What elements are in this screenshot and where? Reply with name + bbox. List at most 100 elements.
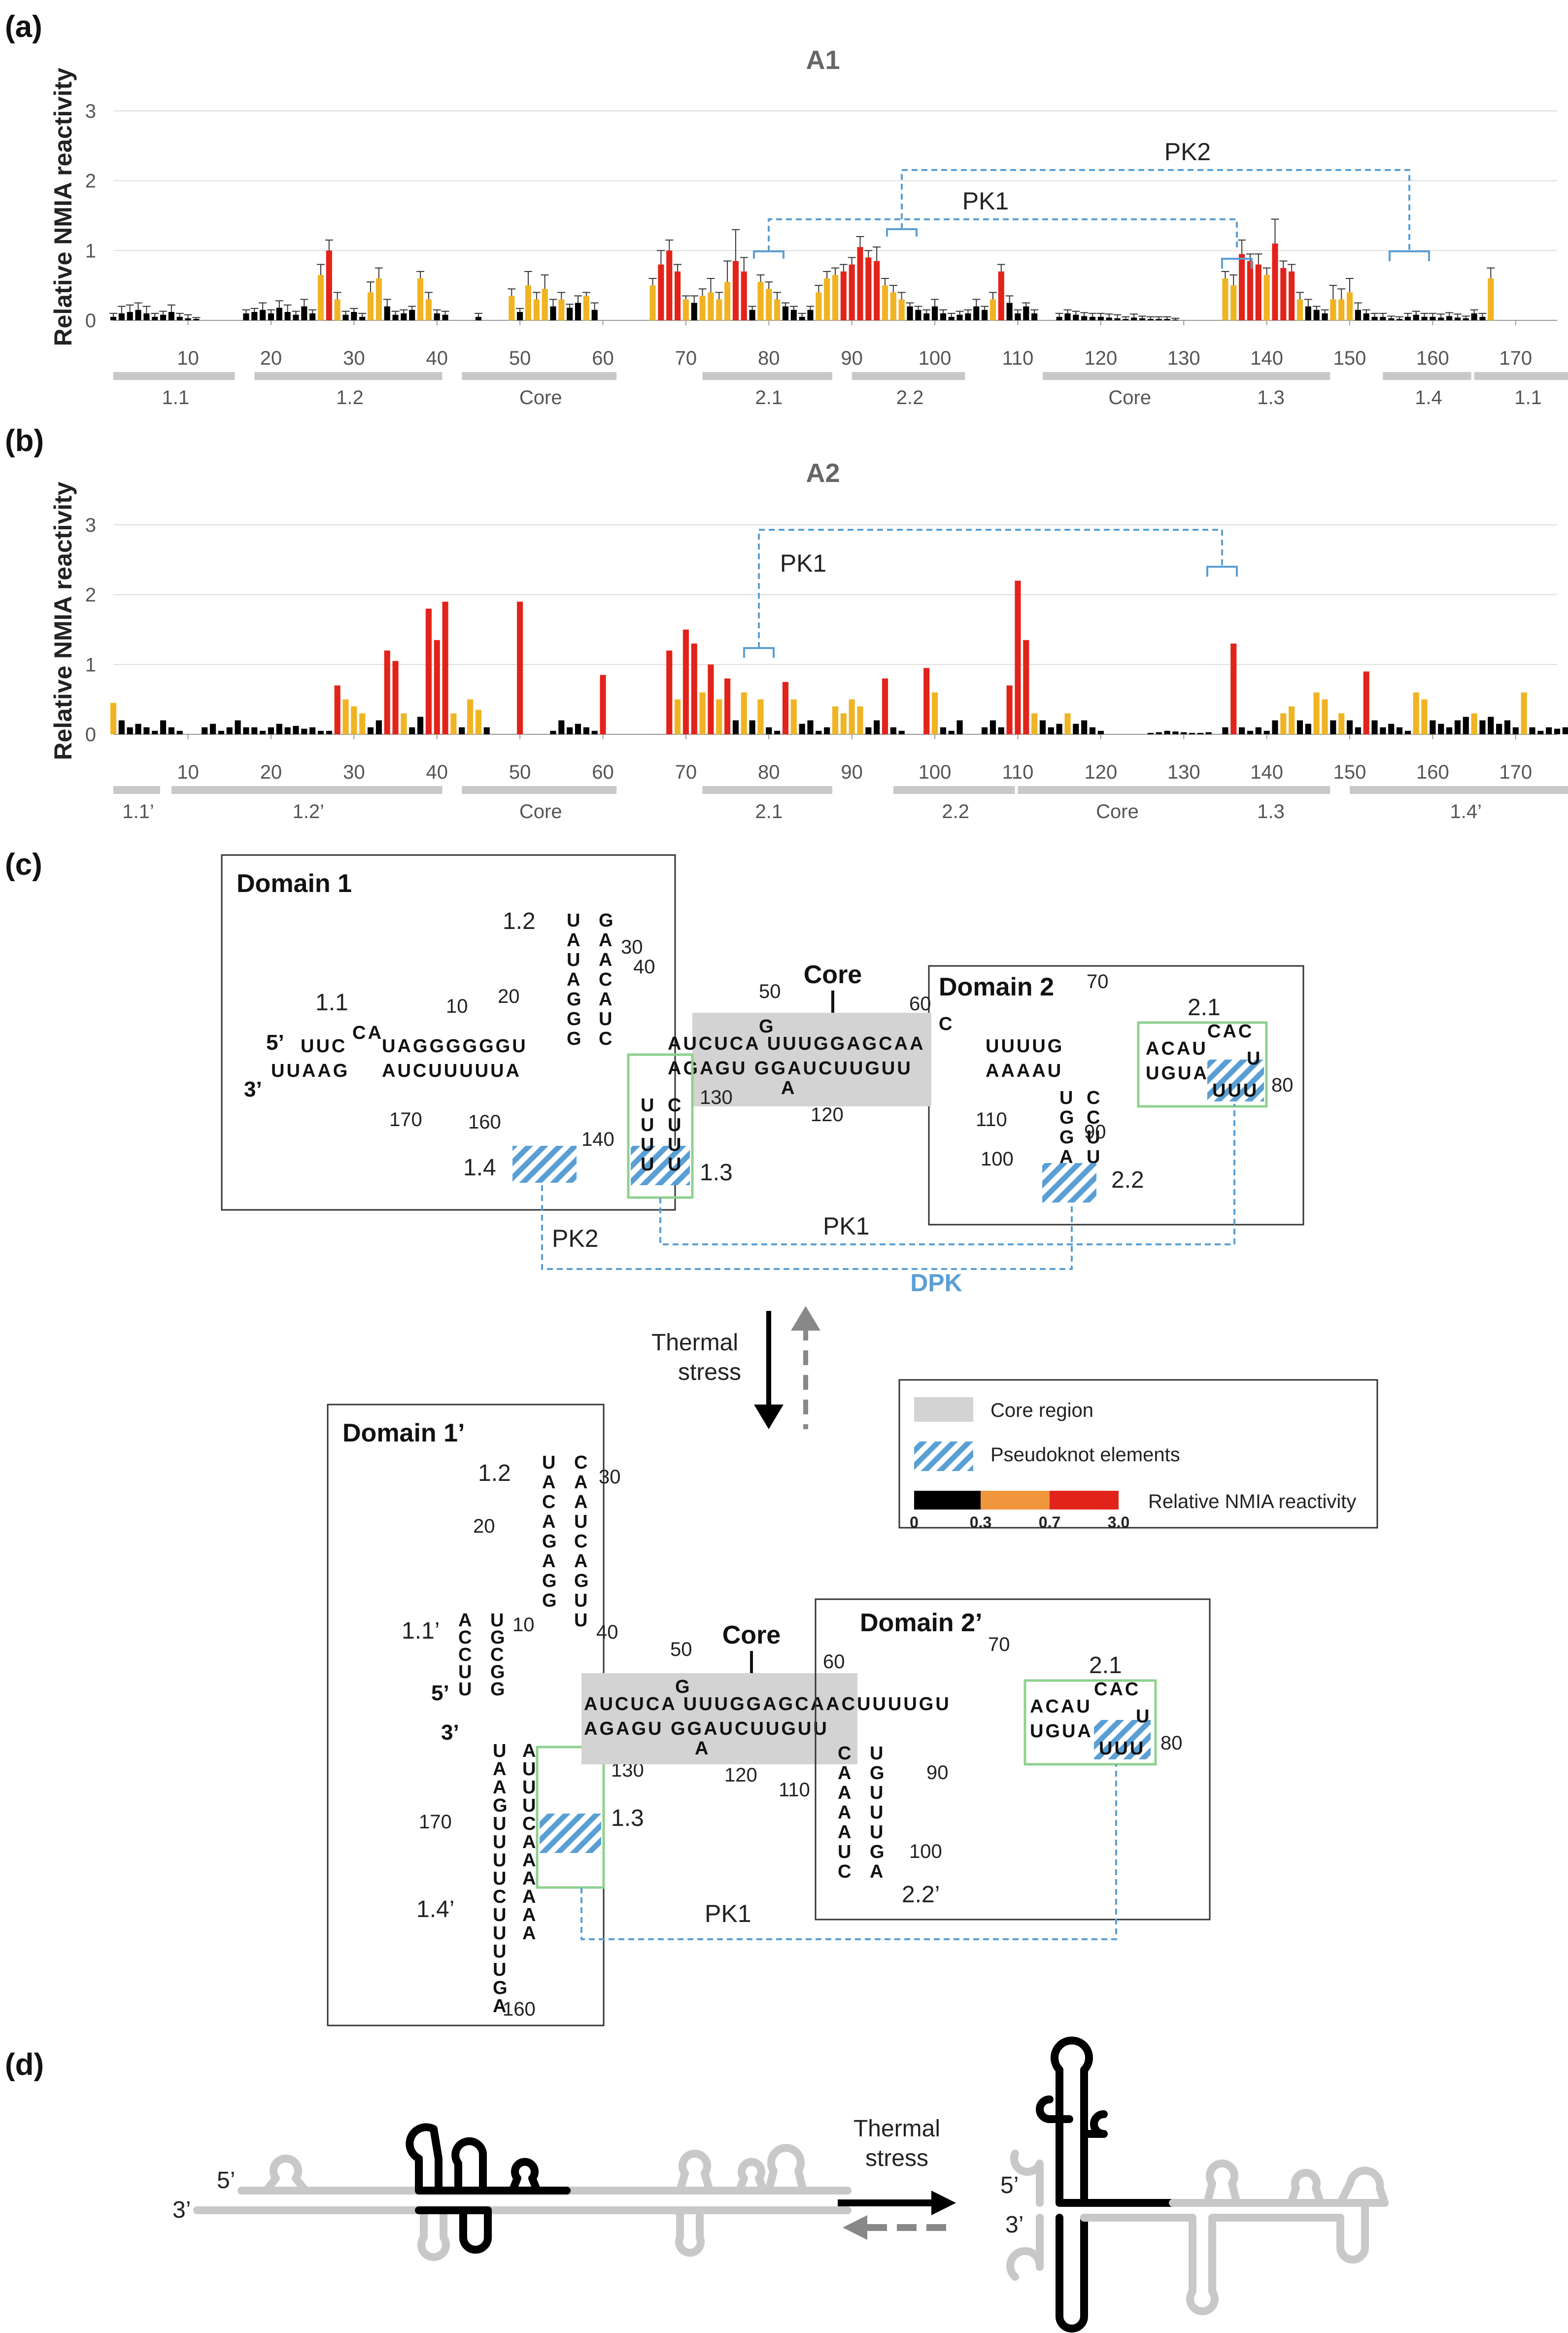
nucleotide: A	[522, 1905, 538, 1925]
chart-bar	[666, 651, 673, 734]
chart-bar	[1081, 720, 1088, 734]
nucleotide: A	[458, 1610, 474, 1631]
chart-bar	[1421, 699, 1428, 734]
chart-bar	[923, 313, 930, 320]
chart-bar	[1189, 733, 1195, 734]
chart-bar	[542, 289, 548, 320]
num-80-bot: 80	[1160, 1732, 1183, 1754]
helix-label-2-2p: 2.2’	[902, 1882, 940, 1908]
nucleotide: G	[599, 910, 615, 931]
chart-bar	[459, 727, 465, 734]
chart-bar	[1363, 671, 1369, 734]
chart-bar	[782, 306, 789, 320]
nucleotide: U	[458, 1679, 474, 1700]
chart-bar	[982, 309, 988, 320]
chart-region-bar	[113, 372, 235, 380]
domain2-label: Domain 2	[939, 973, 1054, 1001]
chart-bar	[982, 727, 988, 734]
chart-bar	[160, 314, 167, 320]
chart-region-label: Core	[1096, 801, 1139, 823]
num-50-top: 50	[759, 981, 781, 1002]
chart-bar	[749, 309, 755, 320]
chart-ytick-label: 2	[85, 171, 96, 192]
chart-bar	[1338, 713, 1345, 734]
nucleotide: G	[567, 1009, 583, 1029]
chart-bar	[1272, 243, 1278, 320]
chart-bar	[1139, 318, 1146, 320]
chart-bar	[1056, 316, 1062, 320]
chart-bar	[525, 285, 532, 320]
chart-bar	[1222, 727, 1228, 734]
chart-bar	[567, 308, 573, 320]
chart-bar	[1396, 727, 1403, 734]
chart-bar	[658, 264, 664, 320]
chart-bar	[915, 309, 921, 320]
chart-bar	[1006, 685, 1013, 734]
chart-region-bar	[702, 786, 832, 794]
chart-bar	[550, 730, 556, 734]
nucleotide: C	[522, 1814, 538, 1834]
chart-bar	[1048, 727, 1054, 734]
chart-bar	[425, 609, 432, 734]
chart-bar	[127, 312, 133, 320]
chart-b: 0 1 2 3 10 20 30 40 50 60 70 80 90 100 110 120 130 140 150…	[85, 515, 1568, 823]
chart-bar	[1064, 713, 1071, 734]
chart-bar	[409, 727, 415, 734]
chart-bar	[1181, 732, 1187, 734]
seq-core-top-bot: AUCUCA UUUGGAGCAACUUUUGU	[584, 1694, 951, 1715]
chart-ytick-label: 3	[85, 515, 96, 536]
chart-xtick-label: 110	[1002, 347, 1034, 369]
helix-2-1-box	[1137, 1021, 1268, 1108]
chart-a-pk2: PK2	[1164, 138, 1211, 166]
chart-bar	[276, 308, 282, 320]
chart-bar	[882, 285, 888, 320]
pk-hatch-2-1p	[1094, 1720, 1151, 1759]
num-30-top: 30	[621, 936, 643, 958]
chart-bar	[417, 717, 424, 734]
chart-bar	[392, 314, 399, 320]
chart-bar	[1438, 317, 1444, 320]
chart-bar	[724, 678, 731, 734]
helix-label-1-4p: 1.4’	[416, 1896, 454, 1922]
chart-bar	[1272, 720, 1278, 734]
chart-xtick-label: 100	[919, 761, 952, 783]
legend-orange	[981, 1491, 1050, 1510]
chart-region-label: 1.3	[1257, 387, 1285, 409]
dpk-label: DPK	[910, 1269, 962, 1297]
chart-bar	[816, 292, 822, 320]
chart-bar	[434, 313, 440, 320]
chart-bar	[475, 710, 481, 734]
chart-bar	[218, 730, 224, 734]
chart-region-bar	[171, 786, 443, 794]
chart-bar	[384, 651, 390, 734]
chart-bar	[1313, 309, 1320, 320]
chart-bar	[193, 319, 200, 320]
nucleotide: A	[542, 1511, 557, 1532]
d-arrow-back-head	[843, 2215, 867, 2240]
chart-bar	[1529, 727, 1535, 734]
chart-bar	[110, 703, 117, 734]
chart-bar	[708, 292, 714, 320]
nucleotide: U	[567, 950, 582, 970]
chart-bar	[816, 730, 822, 734]
chart-bar	[1488, 717, 1494, 734]
num-40-bot: 40	[596, 1621, 618, 1643]
chart-bar	[741, 692, 747, 734]
num-100-bot: 100	[909, 1841, 942, 1862]
chart-bar	[367, 292, 374, 320]
num-100-top: 100	[981, 1148, 1014, 1170]
seq-core-g: G	[759, 1016, 776, 1037]
seq-core-g-bot: G	[675, 1677, 692, 1697]
chart-bar	[293, 726, 299, 734]
chart-bar	[1346, 720, 1353, 734]
nucleotide: C	[574, 1531, 589, 1552]
seq-h21p-cac: CAC	[1094, 1679, 1140, 1700]
chart-bar	[790, 699, 797, 734]
seq-d2-c: C	[939, 1014, 954, 1034]
chart-bar	[948, 730, 954, 734]
five-prime-d-right: 5’	[1000, 2172, 1019, 2198]
core-label-top: Core	[804, 961, 862, 989]
chart-bar	[375, 720, 382, 734]
chart-bar	[874, 261, 880, 320]
helix-label-1-1: 1.1	[315, 990, 348, 1016]
